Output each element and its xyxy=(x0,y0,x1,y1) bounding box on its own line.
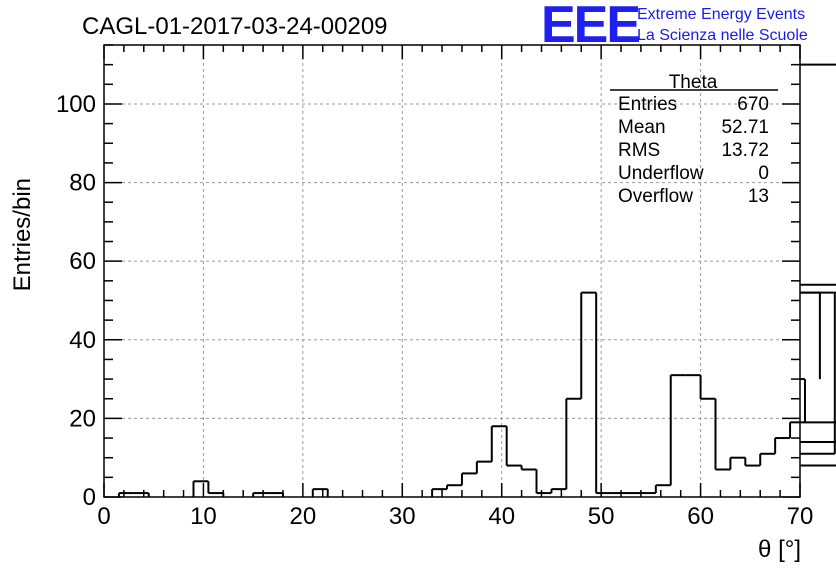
stats-box: Theta Entries 670 Mean 52.71 RMS 13.72 U… xyxy=(610,72,778,207)
grid-lines xyxy=(104,45,800,497)
x-axis-label: θ [°] xyxy=(758,536,801,563)
stats-value-underflow: 0 xyxy=(758,163,769,184)
histogram-bars xyxy=(117,63,836,497)
stats-label-overflow: Overflow xyxy=(618,186,693,207)
stats-label-rms: RMS xyxy=(618,140,660,161)
eee-logo-mark: EEE xyxy=(541,0,639,54)
y-axis-label: Entries/bin xyxy=(9,178,36,291)
eee-logo-line1: Extreme Energy Events xyxy=(637,6,805,23)
x-tick-label: 30 xyxy=(389,503,416,530)
stats-title: Theta xyxy=(669,72,718,93)
stats-value-rms: 13.72 xyxy=(721,140,769,161)
axis-ticks xyxy=(103,44,801,498)
x-tick-label: 10 xyxy=(190,503,217,530)
y-tick-label: 60 xyxy=(69,248,96,275)
plot-frame xyxy=(103,44,801,498)
chart-title: CAGL-01-2017-03-24-00209 xyxy=(82,13,388,40)
x-tick-label: 40 xyxy=(488,503,515,530)
stats-label-underflow: Underflow xyxy=(618,163,704,184)
y-tick-labels: 0 20 40 60 80 100 xyxy=(56,91,96,511)
y-tick-label: 80 xyxy=(69,170,96,197)
stats-label-mean: Mean xyxy=(618,117,666,138)
x-tick-label: 0 xyxy=(97,503,110,530)
stats-value-mean: 52.71 xyxy=(721,117,769,138)
x-tick-label: 50 xyxy=(588,503,615,530)
stats-value-entries: 670 xyxy=(737,94,769,115)
x-tick-labels: 0 10 20 30 40 50 60 70 xyxy=(97,503,813,530)
y-tick-label: 20 xyxy=(69,405,96,432)
stats-value-overflow: 13 xyxy=(748,186,769,207)
x-tick-label: 60 xyxy=(687,503,714,530)
y-tick-label: 100 xyxy=(56,91,96,118)
stats-label-entries: Entries xyxy=(618,94,677,115)
y-tick-label: 40 xyxy=(69,327,96,354)
x-tick-label: 70 xyxy=(787,503,814,530)
y-tick-label: 0 xyxy=(83,484,96,511)
x-tick-label: 20 xyxy=(290,503,317,530)
eee-logo-line2: La Scienza nelle Scuole xyxy=(637,27,808,44)
